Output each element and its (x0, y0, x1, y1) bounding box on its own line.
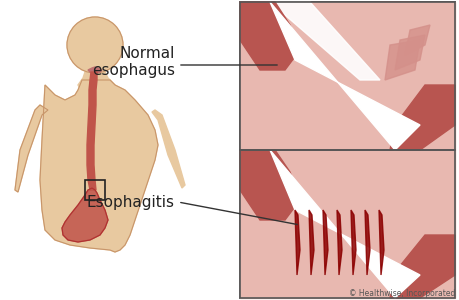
Polygon shape (394, 35, 424, 70)
Polygon shape (269, 2, 419, 150)
Polygon shape (151, 110, 185, 188)
Polygon shape (240, 2, 454, 150)
Polygon shape (384, 40, 419, 80)
Polygon shape (40, 80, 157, 252)
Polygon shape (308, 210, 313, 275)
Bar (240, 2, 454, 150)
Polygon shape (15, 105, 48, 192)
Text: Esophagitis: Esophagitis (87, 194, 174, 209)
Bar (240, 150, 454, 298)
Text: Normal
esophagus: Normal esophagus (92, 46, 174, 78)
Polygon shape (62, 188, 108, 242)
Polygon shape (294, 210, 299, 275)
Polygon shape (336, 210, 341, 275)
Polygon shape (269, 150, 419, 298)
Polygon shape (378, 210, 383, 275)
Bar (240, 150, 454, 298)
Text: © Healthwise, Incorporated: © Healthwise, Incorporated (348, 289, 454, 298)
Bar (85, 180, 105, 200)
Polygon shape (389, 85, 454, 150)
Circle shape (67, 17, 123, 73)
Polygon shape (87, 72, 97, 190)
Bar (240, 2, 454, 150)
Polygon shape (240, 2, 304, 80)
Polygon shape (404, 25, 429, 55)
Polygon shape (350, 210, 355, 275)
Polygon shape (364, 210, 369, 275)
Polygon shape (240, 150, 454, 298)
Polygon shape (88, 67, 102, 73)
Bar (240, 2, 454, 150)
Polygon shape (322, 210, 327, 275)
Polygon shape (240, 2, 309, 80)
Polygon shape (240, 2, 299, 70)
Polygon shape (78, 72, 115, 92)
Polygon shape (389, 235, 454, 298)
Polygon shape (379, 2, 454, 55)
Polygon shape (269, 2, 379, 80)
Polygon shape (240, 150, 299, 220)
